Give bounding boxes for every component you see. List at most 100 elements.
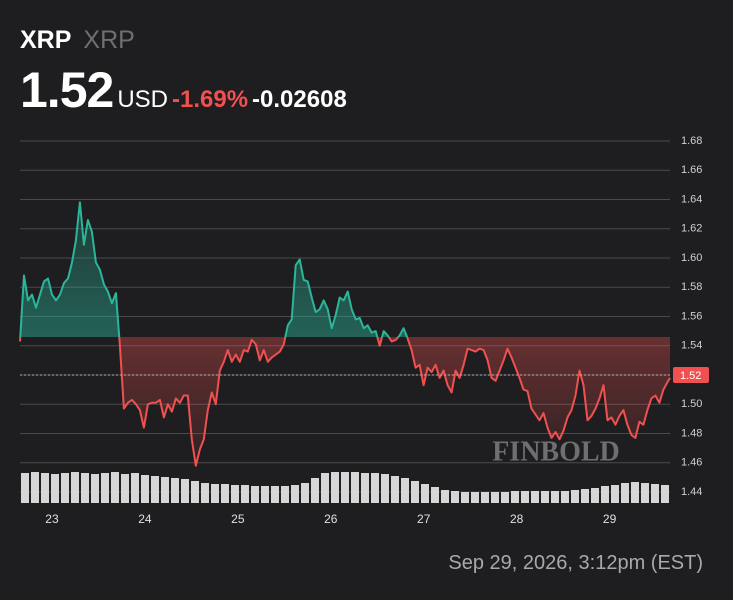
volume-bar [431,487,439,503]
volume-bar [401,478,409,503]
y-tick-label: 1.56 [681,310,702,322]
y-tick-label: 1.66 [681,164,702,176]
volume-bar [531,491,539,503]
change-percent: -1.69% [172,86,249,113]
volume-bar [381,474,389,503]
y-tick-label: 1.44 [681,486,702,498]
y-tick-label: 1.48 [681,427,702,439]
volume-bar [391,476,399,503]
volume-bar [271,486,279,503]
y-tick-label: 1.64 [681,193,702,205]
volume-bar [611,485,619,503]
volume-bar [471,492,479,503]
volume-bar [291,485,299,503]
price-tag [673,367,709,383]
y-tick-label: 1.54 [681,340,702,352]
y-tick-label: 1.58 [681,281,702,293]
header: XRP XRP 1.52 USD -1.69% -0.02608 [20,26,347,119]
volume-bar [461,492,469,503]
volume-bar [201,483,209,503]
volume-bar [641,483,649,503]
volume-bar [211,484,219,503]
price: 1.52 [20,62,114,118]
change: -0.02608 [252,86,347,113]
volume-bar [251,486,259,503]
volume-bar [441,490,449,503]
volume-bar [61,473,69,503]
volume-bar [231,485,239,503]
x-tick-label: 23 [45,512,59,526]
volume-bar [341,472,349,503]
volume-bar [621,483,629,503]
volume-bar [261,486,269,503]
watermark: FINBOLD [492,436,620,467]
volume-bar [311,478,319,503]
volume-bar [491,492,499,503]
volume-bar [451,491,459,503]
volume-bar [561,491,569,503]
volume-bar [421,484,429,503]
price-line [19,201,671,467]
timestamp: Sep 29, 2026, 3:12pm (EST) [448,552,703,574]
volume-bar [41,473,49,503]
volume-bar [631,482,639,503]
y-tick-label: 1.68 [681,135,702,147]
x-tick-label: 25 [231,512,245,526]
volume-bar [551,491,559,503]
volume-bar [121,474,129,503]
volume-bar [51,474,59,503]
y-tick-label: 1.60 [681,252,702,264]
y-tick-label: 1.62 [681,223,702,235]
volume-bar [171,478,179,503]
volume-bar [31,472,39,503]
volume-bar [101,473,109,503]
volume-bar [71,472,79,503]
volume-bar [191,481,199,503]
volume-bar [541,491,549,503]
volume-bar [221,484,229,503]
volume-bar [591,488,599,503]
volume-bar [351,472,359,503]
volume-bar [21,473,29,503]
volume-bar [91,474,99,503]
volume-bar [131,473,139,503]
x-tick-label: 26 [324,512,338,526]
x-tick-label: 29 [603,512,617,526]
price-row: 1.52 USD -1.69% -0.02608 [20,61,347,119]
volume-bar [141,475,149,503]
volume-bar [321,473,329,503]
symbol-row: XRP XRP [20,26,347,55]
x-tick-label: 24 [138,512,152,526]
volume-bar [161,477,169,503]
volume-bar [151,476,159,503]
volume-bar [601,486,609,503]
volume-bar [331,472,339,503]
volume-bar [371,473,379,503]
y-tick-label: 1.50 [681,398,702,410]
currency: USD [117,86,168,113]
price-tag-label: 1.52 [680,370,701,382]
asset-name: XRP [83,26,135,54]
volume-bar [511,491,519,503]
volume-bar [181,479,189,503]
volume-bar [661,485,669,503]
x-tick-label: 27 [417,512,431,526]
y-tick-label: 1.46 [681,457,702,469]
volume-bar [281,486,289,503]
volume-bar [501,492,509,503]
volume-bar [651,484,659,503]
symbol: XRP [20,26,72,54]
volume-bar [481,492,489,503]
volume-bar [521,491,529,503]
x-tick-label: 28 [510,512,524,526]
volume-bar [301,483,309,503]
volume-bar [241,485,249,503]
volume-bar [81,473,89,503]
volume-bar [111,472,119,503]
volume-bar [361,473,369,503]
price-area [20,202,670,466]
volume-bar [571,490,579,503]
volume-bar [581,489,589,503]
